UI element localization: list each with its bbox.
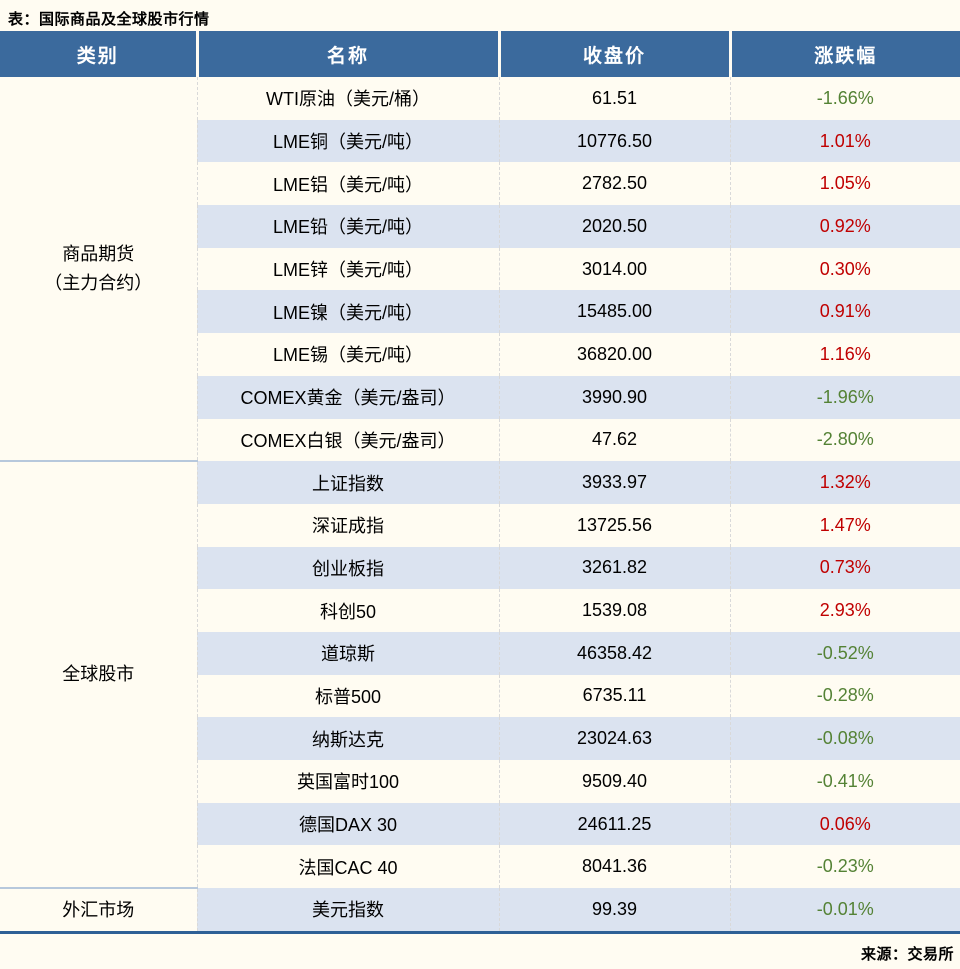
change-percent: 0.91% xyxy=(729,290,960,334)
source-note: 来源：交易所 xyxy=(860,945,954,963)
instrument-name: LME锡（美元/吨） xyxy=(196,333,499,376)
col-header-close: 收盘价 xyxy=(497,31,730,77)
table-title: 表：国际商品及全球股市行情 xyxy=(8,11,210,28)
instrument-name: 美元指数 xyxy=(196,888,499,931)
market-table: 类别 名称 收盘价 涨跌幅 商品期货 （主力合约） WTI原油（美元/桶） 61.51… xyxy=(0,31,960,931)
close-price: 10776.50 xyxy=(498,119,730,163)
instrument-name: LME铝（美元/吨） xyxy=(196,162,499,206)
close-price: 2020.50 xyxy=(498,205,730,248)
change-percent: 0.06% xyxy=(729,802,960,846)
table-row: 英国富时100 9509.40 -0.41% xyxy=(0,760,960,803)
change-percent: 1.05% xyxy=(729,162,960,206)
change-percent: 1.16% xyxy=(729,333,960,376)
close-price: 8041.36 xyxy=(498,845,730,889)
change-percent: -2.80% xyxy=(729,418,960,462)
instrument-name: 道琼斯 xyxy=(196,631,499,675)
change-percent: 0.92% xyxy=(729,205,960,248)
col-header-category: 类别 xyxy=(0,31,197,77)
instrument-name: LME锌（美元/吨） xyxy=(196,247,499,291)
category-line: 商品期货 xyxy=(62,243,135,264)
close-price: 3933.97 xyxy=(498,461,730,504)
col-header-name: 名称 xyxy=(195,31,499,77)
table-row: 商品期货 （主力合约） WTI原油（美元/桶） 61.51 -1.66% xyxy=(0,77,960,463)
table-row: 德国DAX 30 24611.25 0.06% xyxy=(0,802,960,846)
close-price: 1539.08 xyxy=(498,589,730,632)
instrument-name: 上证指数 xyxy=(196,461,499,504)
change-percent: 0.30% xyxy=(729,247,960,291)
instrument-name: COMEX黄金（美元/盎司） xyxy=(196,375,499,419)
change-percent: 1.01% xyxy=(729,119,960,163)
close-price: 24611.25 xyxy=(498,802,730,846)
instrument-name: LME铜（美元/吨） xyxy=(196,119,499,163)
table-row: LME铝（美元/吨） 2782.50 1.05% xyxy=(0,162,960,206)
category-line: 全球股市 xyxy=(62,664,135,685)
close-price: 46358.42 xyxy=(498,631,730,675)
table-row: 科创50 1539.08 2.93% xyxy=(0,589,960,632)
table-row: LME锡（美元/吨） 36820.00 1.16% xyxy=(0,333,960,376)
table-row: COMEX黄金（美元/盎司） 3990.90 -1.96% xyxy=(0,375,960,419)
instrument-name: 纳斯达克 xyxy=(196,717,499,760)
table-row: 法国CAC 40 8041.36 -0.23% xyxy=(0,845,960,889)
close-price: 3261.82 xyxy=(498,546,730,590)
close-price: 36820.00 xyxy=(498,333,730,376)
market-table-wrapper: 类别 名称 收盘价 涨跌幅 商品期货 （主力合约） WTI原油（美元/桶） 61.51… xyxy=(0,31,960,934)
change-percent: -0.23% xyxy=(729,845,960,889)
change-percent: -1.96% xyxy=(729,375,960,419)
instrument-name: LME镍（美元/吨） xyxy=(196,290,499,334)
table-body: 商品期货 （主力合约） WTI原油（美元/桶） 61.51 -1.66% LME铜（美元/… xyxy=(0,77,960,931)
table-row: 标普500 6735.11 -0.28% xyxy=(0,674,960,718)
instrument-name: 标普500 xyxy=(196,674,499,718)
category-line: 外汇市场 xyxy=(62,899,135,920)
instrument-name: 德国DAX 30 xyxy=(196,802,499,846)
instrument-name: 英国富时100 xyxy=(196,760,499,803)
category-cell: 外汇市场 xyxy=(0,888,197,931)
close-price: 47.62 xyxy=(498,418,730,462)
change-percent: 0.73% xyxy=(729,546,960,590)
table-row: 外汇市场 美元指数 99.39 -0.01% xyxy=(0,888,960,931)
col-header-change: 涨跌幅 xyxy=(728,31,960,77)
category-line: （主力合约） xyxy=(44,272,153,293)
change-percent: -0.08% xyxy=(729,717,960,760)
change-percent: 2.93% xyxy=(729,589,960,632)
change-percent: -0.28% xyxy=(729,674,960,718)
header-row: 类别 名称 收盘价 涨跌幅 xyxy=(0,31,960,77)
close-price: 3014.00 xyxy=(498,247,730,291)
category-cell: 商品期货 （主力合约） xyxy=(0,77,197,463)
instrument-name: COMEX白银（美元/盎司） xyxy=(196,418,499,462)
instrument-name: 深证成指 xyxy=(196,503,499,547)
close-price: 2782.50 xyxy=(498,162,730,206)
close-price: 3990.90 xyxy=(498,375,730,419)
table-row: LME锌（美元/吨） 3014.00 0.30% xyxy=(0,247,960,291)
instrument-name: 科创50 xyxy=(196,589,499,632)
change-percent: -1.66% xyxy=(729,77,960,120)
close-price: 6735.11 xyxy=(498,674,730,718)
table-row: 全球股市 上证指数 3933.97 1.32% xyxy=(0,461,960,890)
instrument-name: LME铅（美元/吨） xyxy=(196,205,499,248)
category-cell: 全球股市 xyxy=(0,461,197,890)
instrument-name: WTI原油（美元/桶） xyxy=(196,77,499,120)
table-row: LME铅（美元/吨） 2020.50 0.92% xyxy=(0,205,960,248)
change-percent: 1.32% xyxy=(729,461,960,504)
close-price: 99.39 xyxy=(498,888,730,931)
table-row: 道琼斯 46358.42 -0.52% xyxy=(0,631,960,675)
close-price: 13725.56 xyxy=(498,503,730,547)
table-row: 纳斯达克 23024.63 -0.08% xyxy=(0,717,960,760)
table-row: LME铜（美元/吨） 10776.50 1.01% xyxy=(0,119,960,163)
table-row: LME镍（美元/吨） 15485.00 0.91% xyxy=(0,290,960,334)
close-price: 9509.40 xyxy=(498,760,730,803)
instrument-name: 创业板指 xyxy=(196,546,499,590)
instrument-name: 法国CAC 40 xyxy=(196,845,499,889)
change-percent: -0.01% xyxy=(729,888,960,931)
table-row: COMEX白银（美元/盎司） 47.62 -2.80% xyxy=(0,418,960,462)
change-percent: 1.47% xyxy=(729,503,960,547)
close-price: 15485.00 xyxy=(498,290,730,334)
close-price: 61.51 xyxy=(498,77,730,120)
close-price: 23024.63 xyxy=(498,717,730,760)
table-row: 深证成指 13725.56 1.47% xyxy=(0,503,960,547)
table-row: 创业板指 3261.82 0.73% xyxy=(0,546,960,590)
change-percent: -0.41% xyxy=(729,760,960,803)
change-percent: -0.52% xyxy=(729,631,960,675)
